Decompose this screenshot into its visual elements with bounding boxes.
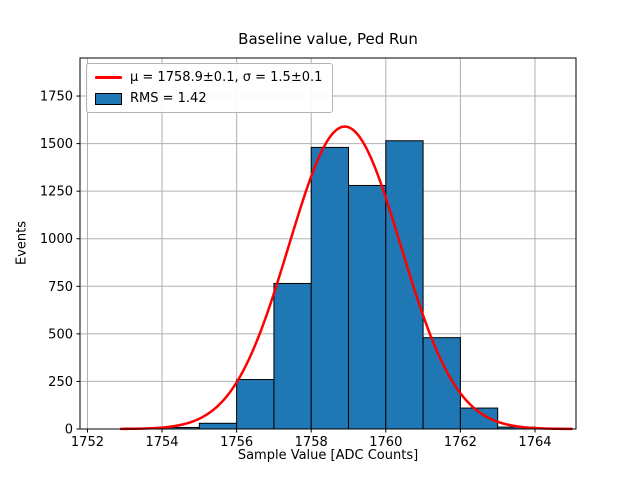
legend-label-fit: μ = 1758.9±0.1, σ = 1.5±0.1 [130,70,323,85]
legend-entry-rms: RMS = 1.42 [95,91,322,106]
y-axis-label: Events [14,220,30,266]
y-tick-label: 250 [48,375,73,390]
legend-line-swatch [95,76,122,79]
histogram-bar [236,379,275,430]
y-tick-label: 1000 [40,232,73,247]
x-tick-label: 1752 [71,435,104,450]
legend-box: μ = 1758.9±0.1, σ = 1.5±0.1 RMS = 1.42 [86,63,334,113]
legend-label-rms: RMS = 1.42 [130,91,207,106]
histogram-bar [348,184,387,430]
x-tick-label: 1758 [295,435,328,450]
y-tick-label: 500 [48,327,73,342]
histogram-bar [198,422,238,430]
y-tick-label: 750 [48,280,73,295]
legend-entry-fit: μ = 1758.9±0.1, σ = 1.5±0.1 [95,70,322,85]
histogram-bar [310,146,350,430]
x-tick-label: 1754 [145,435,178,450]
x-tick-label: 1756 [220,435,253,450]
x-tick-label: 1762 [444,435,477,450]
histogram-bar [273,282,312,430]
y-tick-label: 0 [65,423,73,438]
y-tick-label: 1750 [40,90,73,105]
chart-title: Baseline value, Ped Run [238,30,418,48]
gaussian-fit-curve [119,125,573,431]
y-tick-label: 1250 [40,185,73,200]
x-tick-label: 1760 [369,435,402,450]
plot-border [79,57,577,430]
x-axis-label: Sample Value [ADC Counts] [237,448,419,463]
legend-patch-swatch [95,92,122,105]
y-tick-label: 1500 [40,137,73,152]
histogram-bar [385,140,424,430]
x-tick-label: 1764 [518,435,551,450]
